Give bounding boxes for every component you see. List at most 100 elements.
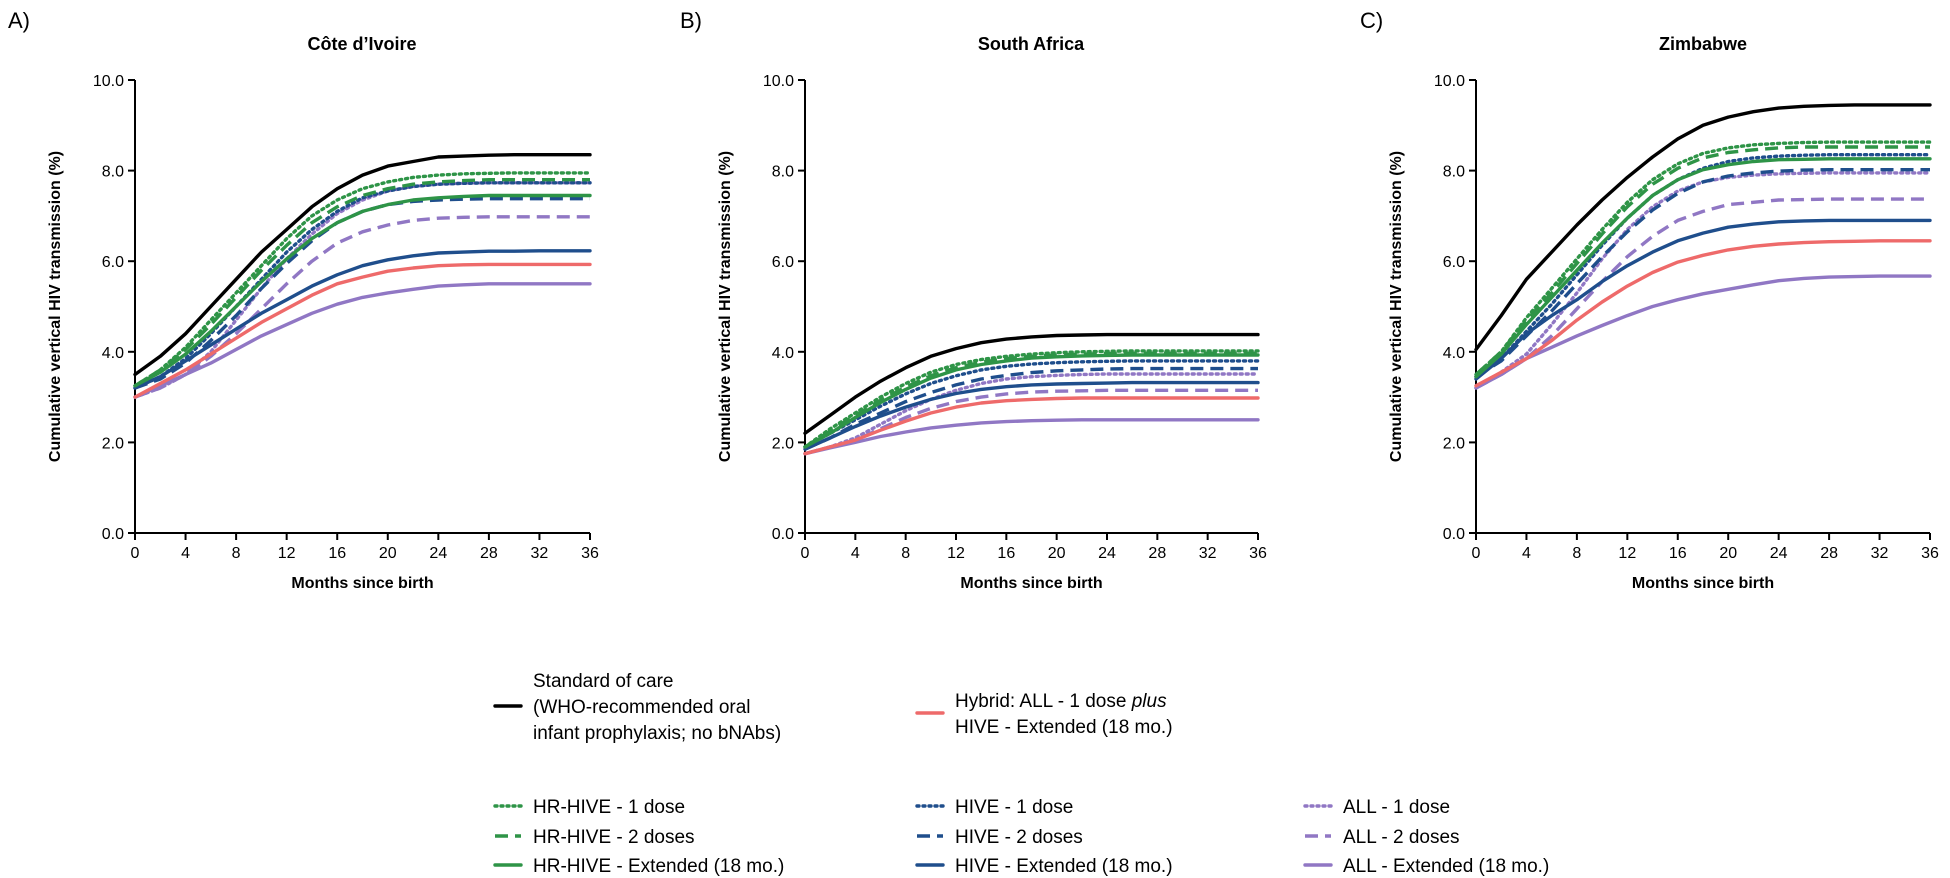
legend-label: HR-HIVE - 2 doses (533, 827, 695, 848)
x-tick-label: 4 (851, 545, 860, 562)
x-tick-label: 36 (1921, 545, 1939, 562)
legend-item-a1: ALL - 1 dose (1303, 797, 1450, 818)
x-tick-label: 36 (1249, 545, 1267, 562)
legend-label-line: ALL - 1 dose (1343, 797, 1450, 818)
series-line-hr2 (1474, 145, 1930, 376)
series-line-aE (1474, 274, 1932, 390)
x-tick-label: 16 (328, 545, 346, 562)
x-tick-label: 24 (1098, 545, 1116, 562)
legend-label-line: HR-HIVE - Extended (18 mo.) (533, 856, 784, 877)
legend-label: HIVE - 2 doses (955, 827, 1083, 848)
y-tick-label: 6.0 (102, 254, 124, 271)
y-tick-label: 8.0 (772, 164, 794, 181)
x-axis-title: Months since birth (291, 575, 433, 592)
series-line-a2 (1475, 197, 1930, 390)
y-axis-title: Cumulative vertical HIV transmission (%) (47, 151, 64, 462)
y-axis-title: Cumulative vertical HIV transmission (%) (717, 151, 734, 462)
legend-label: HR-HIVE - Extended (18 mo.) (533, 856, 784, 877)
y-tick-label: 0.0 (772, 526, 794, 543)
legend-label-line: HR-HIVE - 1 dose (533, 797, 685, 818)
chart-panel-3: C) Zimbabwe 0.0 2.0 4.0 6.0 8.0 10.0 0 4 8 12 16 20 24… (1360, 8, 1939, 592)
x-tick-label: 16 (1669, 545, 1687, 562)
series-line-h2 (804, 366, 1258, 451)
series-line-hrE (133, 193, 592, 388)
y-tick-label: 8.0 (1443, 164, 1465, 181)
x-tick-label: 28 (1148, 545, 1166, 562)
x-tick-label: 36 (581, 545, 599, 562)
chart-panel-2: B) South Africa 0.0 2.0 4.0 6.0 8.0 10.0 0 4 8 12 16… (680, 8, 1267, 592)
legend-label-line: HR-HIVE - 2 doses (533, 827, 695, 848)
x-tick-label: 28 (480, 545, 498, 562)
series-line-hr2 (804, 351, 1258, 449)
x-tick-label: 20 (1719, 545, 1737, 562)
legend-label: HIVE - Extended (18 mo.) (955, 856, 1173, 877)
legend-label: ALL - Extended (18 mo.) (1343, 856, 1549, 877)
x-tick-label: 0 (801, 545, 810, 562)
series-line-h1 (803, 359, 1260, 449)
y-tick-label: 10.0 (763, 73, 794, 90)
legend-label-line: HIVE - Extended (18 mo.) (955, 717, 1173, 738)
series-line-hr1 (803, 349, 1260, 449)
series-line-a1 (803, 372, 1260, 456)
legend-label-line: infant prophylaxis; no bNAbs) (533, 723, 781, 744)
legend-label: (WHO-recommended oral (533, 697, 751, 718)
x-tick-label: 12 (947, 545, 965, 562)
chart-panel-1: A) Côte d’Ivoire 0.0 2.0 4.0 6.0 8.0 10.0 0 4 8 12 1… (8, 8, 599, 592)
x-tick-label: 28 (1820, 545, 1838, 562)
x-tick-label: 32 (1871, 545, 1889, 562)
x-tick-label: 4 (181, 545, 190, 562)
y-tick-label: 6.0 (772, 254, 794, 271)
legend-label-line: HIVE - 1 dose (955, 797, 1073, 818)
legend-label: ALL - 1 dose (1343, 797, 1450, 818)
panel-title: Côte d’Ivoire (307, 34, 416, 54)
series-line-aE (803, 418, 1260, 456)
legend-item-h2: HIVE - 2 doses (917, 827, 1083, 848)
legend-item-h1: HIVE - 1 dose (915, 797, 1073, 818)
legend-item-hr2: HR-HIVE - 2 doses (495, 827, 695, 848)
legend-label-line: (WHO-recommended oral (533, 697, 751, 718)
y-tick-label: 8.0 (102, 164, 124, 181)
series-line-a1 (133, 181, 592, 399)
y-tick-label: 4.0 (772, 345, 794, 362)
x-tick-label: 32 (1199, 545, 1217, 562)
legend: Standard of care (WHO-recommended oral inf… (493, 671, 1549, 877)
x-tick-label: 12 (278, 545, 296, 562)
series-line-hE (1474, 218, 1932, 381)
legend-label: Hybrid: ALL - 1 dose plus (955, 691, 1167, 712)
series-line-soc (803, 332, 1260, 435)
series-line-soc (1474, 103, 1932, 352)
legend-label-line: Hybrid: ALL - 1 dose (955, 691, 1132, 712)
series-line-hrE (803, 353, 1260, 449)
series-line-h1 (133, 181, 592, 390)
panel-letter: B) (680, 8, 702, 33)
x-tick-label: 20 (1048, 545, 1066, 562)
legend-item-hE: HIVE - Extended (18 mo.) (915, 856, 1173, 877)
legend-label: HIVE - Extended (18 mo.) (955, 717, 1173, 738)
y-tick-label: 10.0 (93, 73, 124, 90)
series-line-h2 (1475, 168, 1930, 379)
series-line-hr1 (133, 171, 592, 388)
legend-label-line: ALL - 2 doses (1343, 827, 1460, 848)
series-line-a2 (804, 388, 1258, 456)
panel-letter: C) (1360, 8, 1383, 33)
y-tick-label: 2.0 (102, 435, 124, 452)
series-line-hrE (1474, 157, 1932, 379)
y-tick-label: 4.0 (102, 345, 124, 362)
legend-item-aE: ALL - Extended (18 mo.) (1303, 856, 1549, 877)
x-tick-label: 0 (1472, 545, 1481, 562)
y-tick-label: 6.0 (1443, 254, 1465, 271)
legend-label-italic: plus (1131, 691, 1167, 712)
legend-label: HIVE - 1 dose (955, 797, 1073, 818)
y-tick-label: 2.0 (1443, 435, 1465, 452)
series-line-hr2 (134, 178, 590, 388)
legend-item-hr1: HR-HIVE - 1 dose (493, 797, 685, 818)
series-line-hyb (1474, 239, 1932, 388)
series-line-aE (133, 282, 592, 399)
legend-item-hyb: Hybrid: ALL - 1 dose plus HIVE - Extended… (915, 691, 1173, 738)
x-tick-label: 8 (232, 545, 241, 562)
legend-label-line: HIVE - 2 doses (955, 827, 1083, 848)
legend-label: infant prophylaxis; no bNAbs) (533, 723, 781, 744)
x-tick-label: 16 (997, 545, 1015, 562)
x-tick-label: 24 (429, 545, 447, 562)
panel-title: Zimbabwe (1659, 34, 1747, 54)
